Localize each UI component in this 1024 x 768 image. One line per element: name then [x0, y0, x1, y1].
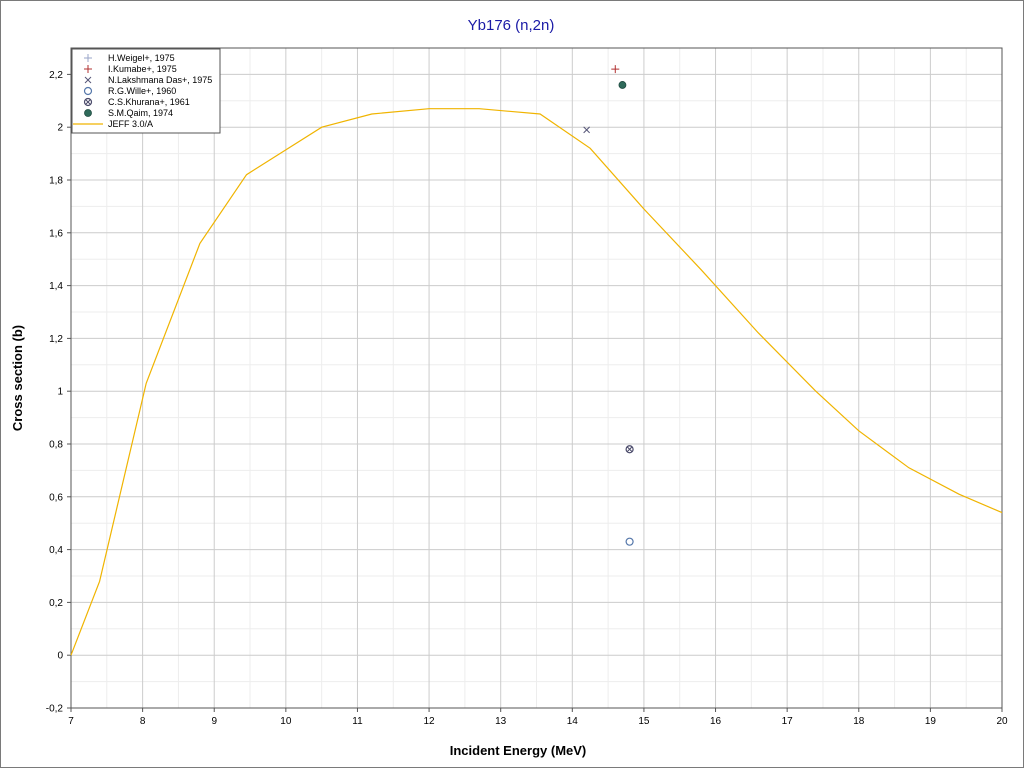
y-tick-label: 0,8 [49, 440, 63, 451]
series-layer [70, 65, 1003, 656]
x-tick-label: 19 [925, 716, 937, 727]
x-tick-label: 20 [996, 716, 1008, 727]
legend-entry: C.S.Khurana+, 1961 [108, 97, 190, 107]
y-tick-label: 2,2 [49, 70, 63, 81]
data-point [618, 81, 627, 89]
y-tick-label: 0,4 [49, 545, 63, 556]
legend-marker [84, 76, 92, 84]
legend-entry: R.G.Wille+, 1960 [108, 86, 176, 96]
y-tick-label: 1 [57, 387, 63, 398]
y-tick-label: 1,4 [49, 281, 63, 292]
y-tick-label: 2 [57, 123, 63, 134]
x-tick-label: 18 [853, 716, 865, 727]
legend-entry: JEFF 3.0/A [108, 119, 153, 129]
data-point [611, 65, 620, 74]
legend-marker [84, 109, 92, 117]
x-tick-label: 10 [280, 716, 292, 727]
x-axis-title: Incident Energy (MeV) [450, 743, 587, 758]
x-tick-label: 7 [68, 716, 74, 727]
x-tick-label: 14 [567, 716, 579, 727]
x-tick-label: 11 [352, 716, 363, 727]
x-tick-label: 16 [710, 716, 722, 727]
chart-title: Yb176 (n,2n) [468, 17, 555, 34]
data-point [625, 445, 634, 454]
x-tick-label: 12 [424, 716, 436, 727]
y-tick-label: 1,8 [49, 176, 63, 187]
legend-entry: I.Kumabe+, 1975 [108, 64, 177, 74]
y-tick-label: 0 [57, 651, 63, 662]
x-tick-label: 8 [140, 716, 146, 727]
y-tick-label: -0,2 [46, 704, 64, 715]
legend-marker [84, 54, 92, 62]
legend-box [71, 48, 221, 134]
grid [70, 48, 1003, 709]
legend-marker [83, 86, 93, 96]
data-point [625, 537, 634, 546]
x-tick-label: 17 [782, 716, 794, 727]
ticks: 7 8 9 10 11 12 13 14 15 16 17 18 19 20-0,200,20,40,60… [46, 70, 1008, 727]
series-line-jeff [70, 108, 1003, 656]
legend-entry: H.Weigel+, 1975 [108, 53, 175, 63]
legend-entry: N.Lakshmana Das+, 1975 [108, 75, 212, 85]
x-tick-label: 13 [495, 716, 507, 727]
plot-area-border [70, 47, 1003, 709]
y-tick-label: 0,2 [49, 598, 63, 609]
data-point [583, 126, 590, 134]
x-tick-label: 9 [211, 716, 217, 727]
legend-marker [83, 97, 93, 107]
legend-entry: S.M.Qaim, 1974 [108, 108, 173, 118]
y-tick-label: 1,2 [49, 334, 63, 345]
y-tick-label: 0,6 [49, 492, 63, 503]
legend-marker [84, 65, 92, 73]
x-tick-label: 15 [638, 716, 650, 727]
y-axis-title: Cross section (b) [10, 325, 25, 431]
y-tick-label: 1,6 [49, 228, 63, 239]
